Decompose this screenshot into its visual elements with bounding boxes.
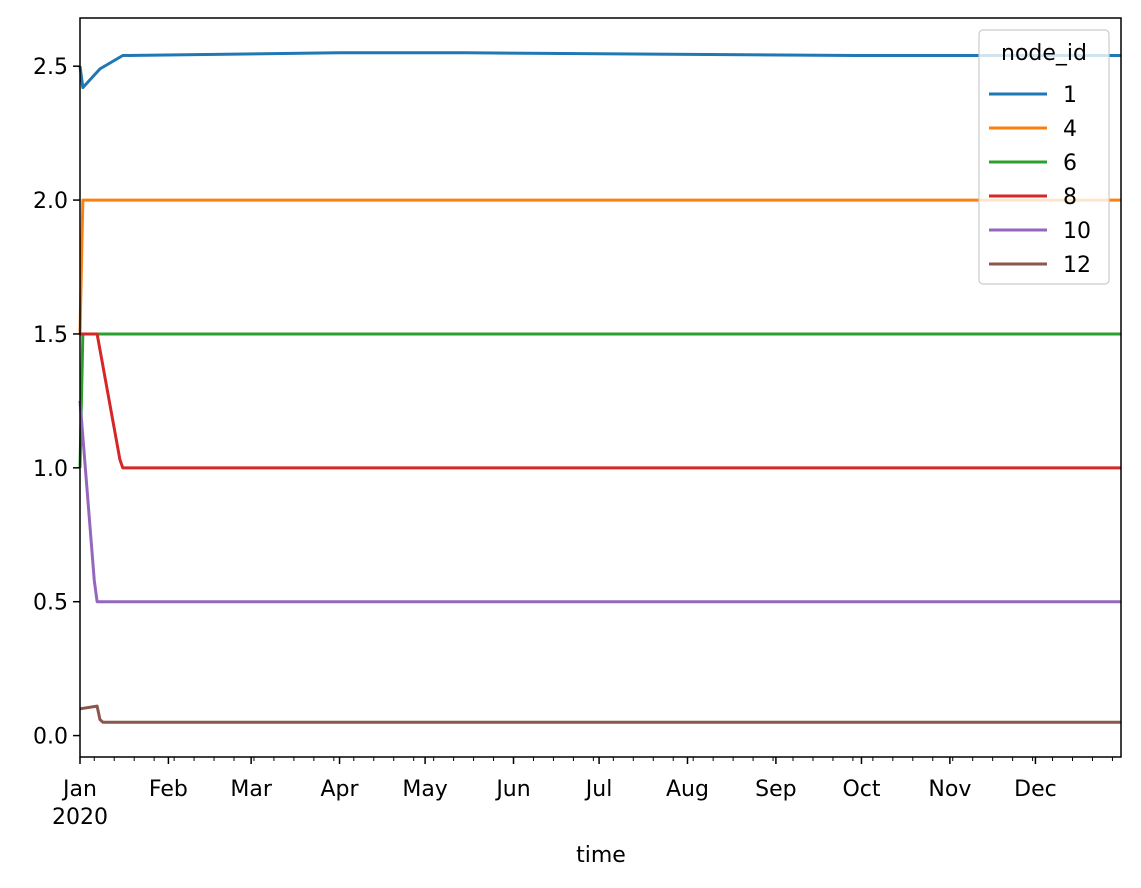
x-tick-label: Jan bbox=[61, 777, 97, 802]
x-axis: Jan Feb Mar Apr May Jun Jul Aug Sep Oct Nov Dec 2020 bbox=[52, 757, 1113, 830]
legend-label: 4 bbox=[1063, 117, 1077, 142]
x-tick-label: Aug bbox=[666, 777, 709, 802]
series-line-node-6 bbox=[78, 332, 1121, 468]
legend-label: 12 bbox=[1063, 253, 1091, 278]
x-tick-label: Feb bbox=[149, 777, 188, 802]
series-line-node-12 bbox=[79, 704, 1121, 724]
x-tick-label: Jul bbox=[584, 777, 613, 802]
legend: node_id 1 4 6 8 10 12 bbox=[978, 29, 1110, 285]
legend-label: 1 bbox=[1063, 83, 1077, 108]
x-tick-label: Dec bbox=[1014, 777, 1057, 802]
x-tick-label: Apr bbox=[321, 777, 360, 802]
x-tick-label: Sep bbox=[755, 777, 796, 802]
series-line-node-8 bbox=[80, 332, 1121, 470]
y-tick-label: 0.0 bbox=[33, 725, 68, 750]
legend-label: 8 bbox=[1063, 185, 1077, 210]
y-tick-label: 2.5 bbox=[33, 55, 68, 80]
x-tick-label: Oct bbox=[842, 777, 880, 802]
series-line-node-1 bbox=[78, 51, 1121, 90]
x-tick-label: May bbox=[402, 777, 447, 802]
legend-box bbox=[978, 29, 1110, 285]
y-tick-label: 1.0 bbox=[33, 457, 68, 482]
y-tick-label: 1.5 bbox=[33, 323, 68, 348]
x-year-label: 2020 bbox=[52, 805, 108, 830]
x-axis-label: time bbox=[576, 843, 626, 868]
y-tick-label: 0.5 bbox=[33, 591, 68, 616]
series-layer bbox=[78, 51, 1121, 724]
y-axis: 0.0 0.5 1.0 1.5 2.0 2.5 bbox=[33, 55, 80, 750]
series-line-node-4 bbox=[78, 198, 1121, 334]
x-tick-label: Jun bbox=[494, 777, 530, 802]
series-line-node-10 bbox=[78, 400, 1121, 604]
legend-title: node_id bbox=[1001, 41, 1087, 66]
legend-label: 10 bbox=[1063, 219, 1091, 244]
plot-frame bbox=[79, 17, 1122, 758]
x-tick-label: Mar bbox=[230, 777, 272, 802]
legend-label: 6 bbox=[1063, 151, 1077, 176]
y-tick-label: 2.0 bbox=[33, 189, 68, 214]
x-tick-label: Nov bbox=[928, 777, 971, 802]
